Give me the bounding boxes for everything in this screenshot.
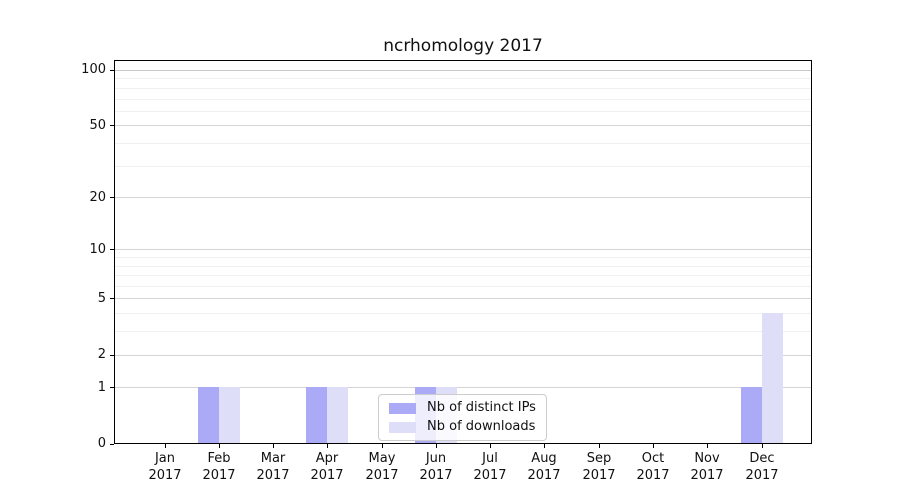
x-tick-jul	[490, 444, 491, 448]
legend-item-distinct-ips: Nb of distinct IPs	[389, 401, 536, 415]
legend-label-distinct-ips: Nb of distinct IPs	[427, 400, 536, 415]
x-tick-label-jan: Jan 2017	[148, 451, 182, 483]
x-tick-mar	[273, 444, 274, 448]
x-tick-jan	[165, 444, 166, 448]
x-tick-label-jun: Jun 2017	[419, 451, 453, 483]
gridline-y-3	[115, 331, 811, 332]
gridline-y-2	[115, 355, 811, 356]
legend-swatch-distinct-ips	[389, 402, 416, 414]
y-tick-label-0: 0	[97, 436, 106, 451]
chart-title: ncrhomology 2017	[383, 36, 543, 56]
plot-area	[114, 60, 812, 444]
gridline-y-100	[115, 70, 811, 71]
legend-label-downloads: Nb of downloads	[427, 419, 536, 434]
x-tick-label-nov: Nov 2017	[690, 451, 724, 483]
bar-distinct-ips-apr	[306, 387, 328, 443]
gridline-y-8	[115, 266, 811, 267]
x-tick-label-mar: Mar 2017	[256, 451, 290, 483]
bar-downloads-feb	[218, 387, 240, 443]
x-tick-label-aug: Aug 2017	[527, 451, 561, 483]
y-tick-0	[110, 444, 114, 445]
bar-downloads-dec	[761, 313, 783, 443]
bar-downloads-apr	[327, 387, 349, 443]
gridline-y-80	[115, 88, 811, 89]
legend: Nb of distinct IPs Nb of downloads	[378, 394, 547, 441]
x-tick-may	[382, 444, 383, 448]
x-tick-oct	[653, 444, 654, 448]
gridline-y-7	[115, 275, 811, 276]
x-tick-label-may: May 2017	[365, 451, 399, 483]
gridline-y-50	[115, 125, 811, 126]
y-tick-20	[110, 197, 114, 198]
y-tick-label-1: 1	[97, 380, 106, 395]
x-tick-apr	[327, 444, 328, 448]
y-tick-label-50: 50	[89, 118, 106, 133]
gridline-y-60	[115, 111, 811, 112]
gridline-y-70	[115, 99, 811, 100]
y-tick-label-100: 100	[81, 62, 106, 77]
y-tick-2	[110, 355, 114, 356]
gridline-y-20	[115, 197, 811, 198]
x-tick-feb	[219, 444, 220, 448]
y-tick-1	[110, 387, 114, 388]
gridline-y-6	[115, 286, 811, 287]
y-tick-label-20: 20	[89, 190, 106, 205]
x-tick-label-feb: Feb 2017	[202, 451, 236, 483]
y-tick-5	[110, 298, 114, 299]
legend-item-downloads: Nb of downloads	[389, 420, 536, 434]
x-tick-nov	[707, 444, 708, 448]
x-tick-sep	[599, 444, 600, 448]
y-tick-100	[110, 70, 114, 71]
x-tick-label-dec: Dec 2017	[745, 451, 779, 483]
bar-distinct-ips-dec	[740, 387, 762, 443]
legend-swatch-downloads	[389, 421, 416, 433]
gridline-y-9	[115, 257, 811, 258]
x-tick-aug	[544, 444, 545, 448]
y-tick-50	[110, 125, 114, 126]
bar-distinct-ips-feb	[197, 387, 219, 443]
x-tick-jun	[436, 444, 437, 448]
x-tick-label-sep: Sep 2017	[582, 451, 616, 483]
gridline-y-10	[115, 249, 811, 250]
gridline-y-90	[115, 78, 811, 79]
x-tick-dec	[762, 444, 763, 448]
x-tick-label-oct: Oct 2017	[636, 451, 670, 483]
y-tick-label-2: 2	[97, 347, 106, 362]
y-tick-label-10: 10	[89, 242, 106, 257]
x-tick-label-jul: Jul 2017	[473, 451, 507, 483]
gridline-y-4	[115, 313, 811, 314]
y-tick-10	[110, 249, 114, 250]
gridline-y-30	[115, 166, 811, 167]
y-tick-label-5: 5	[97, 291, 106, 306]
gridline-y-1	[115, 387, 811, 388]
x-tick-label-apr: Apr 2017	[310, 451, 344, 483]
gridline-y-40	[115, 143, 811, 144]
gridline-y-5	[115, 298, 811, 299]
